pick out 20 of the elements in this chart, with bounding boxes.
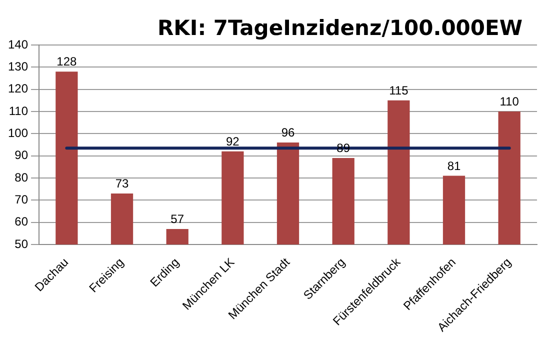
y-tick-label: 70 <box>14 192 28 206</box>
data-label: 115 <box>389 83 409 98</box>
y-tick-label: 120 <box>8 82 28 96</box>
y-tick-label: 110 <box>8 104 28 118</box>
data-label: 96 <box>281 126 296 140</box>
y-tick-label: 90 <box>14 148 28 162</box>
data-label: 89 <box>336 141 350 156</box>
y-tick-label: 130 <box>8 59 28 74</box>
data-label: 73 <box>115 176 130 191</box>
chart-title: RKI: 7TageInzidenz/100.000EW <box>156 16 524 40</box>
y-tick-label: 50 <box>14 236 28 251</box>
y-tick-label: 140 <box>8 37 28 52</box>
y-tick-label: 60 <box>14 214 28 229</box>
data-label: 128 <box>56 54 78 69</box>
data-label: 92 <box>226 134 240 148</box>
data-label: 81 <box>447 158 461 173</box>
data-label: 110 <box>500 94 520 108</box>
y-tick-label: 80 <box>14 170 28 184</box>
data-label: 57 <box>170 212 184 226</box>
y-tick-label: 100 <box>8 126 28 140</box>
